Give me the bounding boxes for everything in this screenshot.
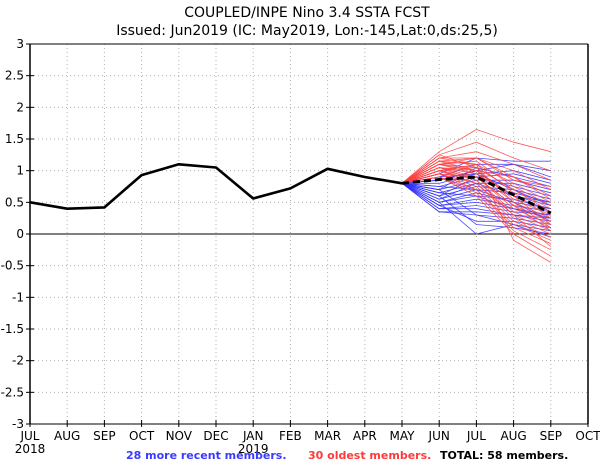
- recent-member-line: [401, 182, 551, 219]
- recent-member-line: [401, 182, 551, 238]
- x-tick-label: SEP: [93, 429, 115, 443]
- y-tick-label: -2: [12, 354, 24, 368]
- y-tick-label: -0.5: [1, 259, 24, 273]
- y-tick-label: -1.5: [1, 322, 24, 336]
- y-tick-label: 0: [16, 227, 24, 241]
- y-tick-label: 1: [16, 164, 24, 178]
- x-tick-label: MAR: [314, 429, 341, 443]
- grid-lines: [30, 44, 588, 424]
- x-tick-label: OCT: [129, 429, 155, 443]
- x-tick-label: JUL: [19, 429, 39, 443]
- x-tick-label: FEB: [279, 429, 302, 443]
- x-year-label: 2018: [15, 442, 46, 456]
- ensemble-mean-line: [401, 175, 552, 215]
- y-tick-label: 2.5: [5, 69, 24, 83]
- y-tick-label: 2: [16, 100, 24, 114]
- oldest-member-line: [401, 176, 552, 257]
- y-axis-ticks: 3 2.5 2 1.5 1 0.5 0 -0.5 -1 -1.5 -2 -2.5 -3: [1, 37, 34, 431]
- legend-total-members: TOTAL: 58 members.: [440, 449, 568, 462]
- oldest-member-line: [401, 173, 552, 232]
- y-tick-label: 3: [16, 37, 24, 51]
- oldest-member-line: [401, 129, 551, 184]
- oldest-member-line: [401, 163, 552, 225]
- x-tick-label: AUG: [54, 429, 80, 443]
- x-tick-label: MAY: [390, 429, 416, 443]
- observed-line: [29, 163, 403, 210]
- y-tick-label: -3: [12, 417, 24, 431]
- y-tick-label: 0.5: [5, 195, 24, 209]
- y-tick-label: -1: [12, 290, 24, 304]
- main-lines-group: [29, 163, 552, 215]
- x-tick-label: AUG: [500, 429, 526, 443]
- x-tick-label: OCT: [575, 429, 600, 443]
- x-tick-label: JUL: [466, 429, 486, 443]
- y-tick-label: -2.5: [1, 385, 24, 399]
- x-tick-label: APR: [353, 429, 377, 443]
- legend-recent-members: 28 more recent members.: [126, 449, 287, 462]
- x-tick-label: SEP: [540, 429, 562, 443]
- oldest-member-line: [401, 167, 552, 213]
- x-year-label: 2019: [238, 442, 269, 456]
- x-tick-label: DEC: [203, 429, 228, 443]
- oldest-member-line: [401, 160, 552, 200]
- chart-subtitle: Issued: Jun2019 (IC: May2019, Lon:-145,L…: [116, 23, 498, 39]
- x-tick-label: JUN: [428, 429, 450, 443]
- x-tick-label: JAN: [242, 429, 264, 443]
- chart-title: COUPLED/INPE Nino 3.4 SSTA FCST: [184, 5, 430, 21]
- x-tick-label: NOV: [166, 429, 193, 443]
- oldest-member-line: [401, 167, 552, 248]
- x-axis-ticks: JUL AUG SEP OCT NOV DEC JAN FEB MAR APR MAY JUN JUL A…: [15, 420, 600, 456]
- oldest-members-group: [401, 129, 552, 263]
- legend-oldest-members: 30 oldest members.: [308, 449, 431, 462]
- y-tick-label: 1.5: [5, 132, 24, 146]
